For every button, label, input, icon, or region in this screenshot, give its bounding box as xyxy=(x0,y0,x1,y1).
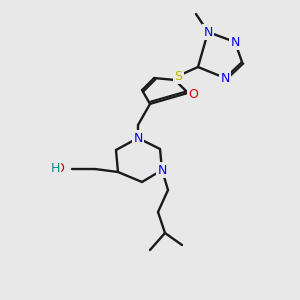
Text: S: S xyxy=(174,70,182,83)
Text: N: N xyxy=(133,131,143,145)
Text: N: N xyxy=(157,164,167,176)
Text: H: H xyxy=(50,163,60,176)
Text: N: N xyxy=(203,26,213,38)
Text: O: O xyxy=(54,163,64,176)
Text: O: O xyxy=(188,88,198,101)
Text: N: N xyxy=(220,71,230,85)
Text: N: N xyxy=(230,35,240,49)
